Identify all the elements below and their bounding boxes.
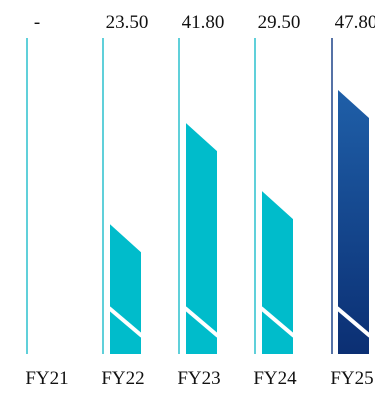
category-label-fy22: FY22 xyxy=(101,368,144,389)
category-label-fy25: FY25 xyxy=(330,368,373,389)
value-label-fy23: 41.80 xyxy=(182,12,225,33)
value-label-fy21: - xyxy=(34,12,40,33)
category-label-fy24: FY24 xyxy=(253,368,297,389)
value-label-fy24: 29.50 xyxy=(258,12,301,33)
bar-fy23 xyxy=(186,123,217,354)
category-label-fy21: FY21 xyxy=(25,368,68,389)
bar-fy22 xyxy=(110,224,141,354)
bar-notch-fy23 xyxy=(183,306,220,338)
bar-notch-fy22 xyxy=(107,306,144,338)
bar-notch-fy25 xyxy=(335,306,372,338)
value-label-fy22: 23.50 xyxy=(106,12,149,33)
value-label-fy25: 47.80 xyxy=(335,12,375,33)
bar-fy25 xyxy=(338,90,369,354)
category-label-fy23: FY23 xyxy=(177,368,220,389)
bar-notch-fy24 xyxy=(259,306,296,338)
